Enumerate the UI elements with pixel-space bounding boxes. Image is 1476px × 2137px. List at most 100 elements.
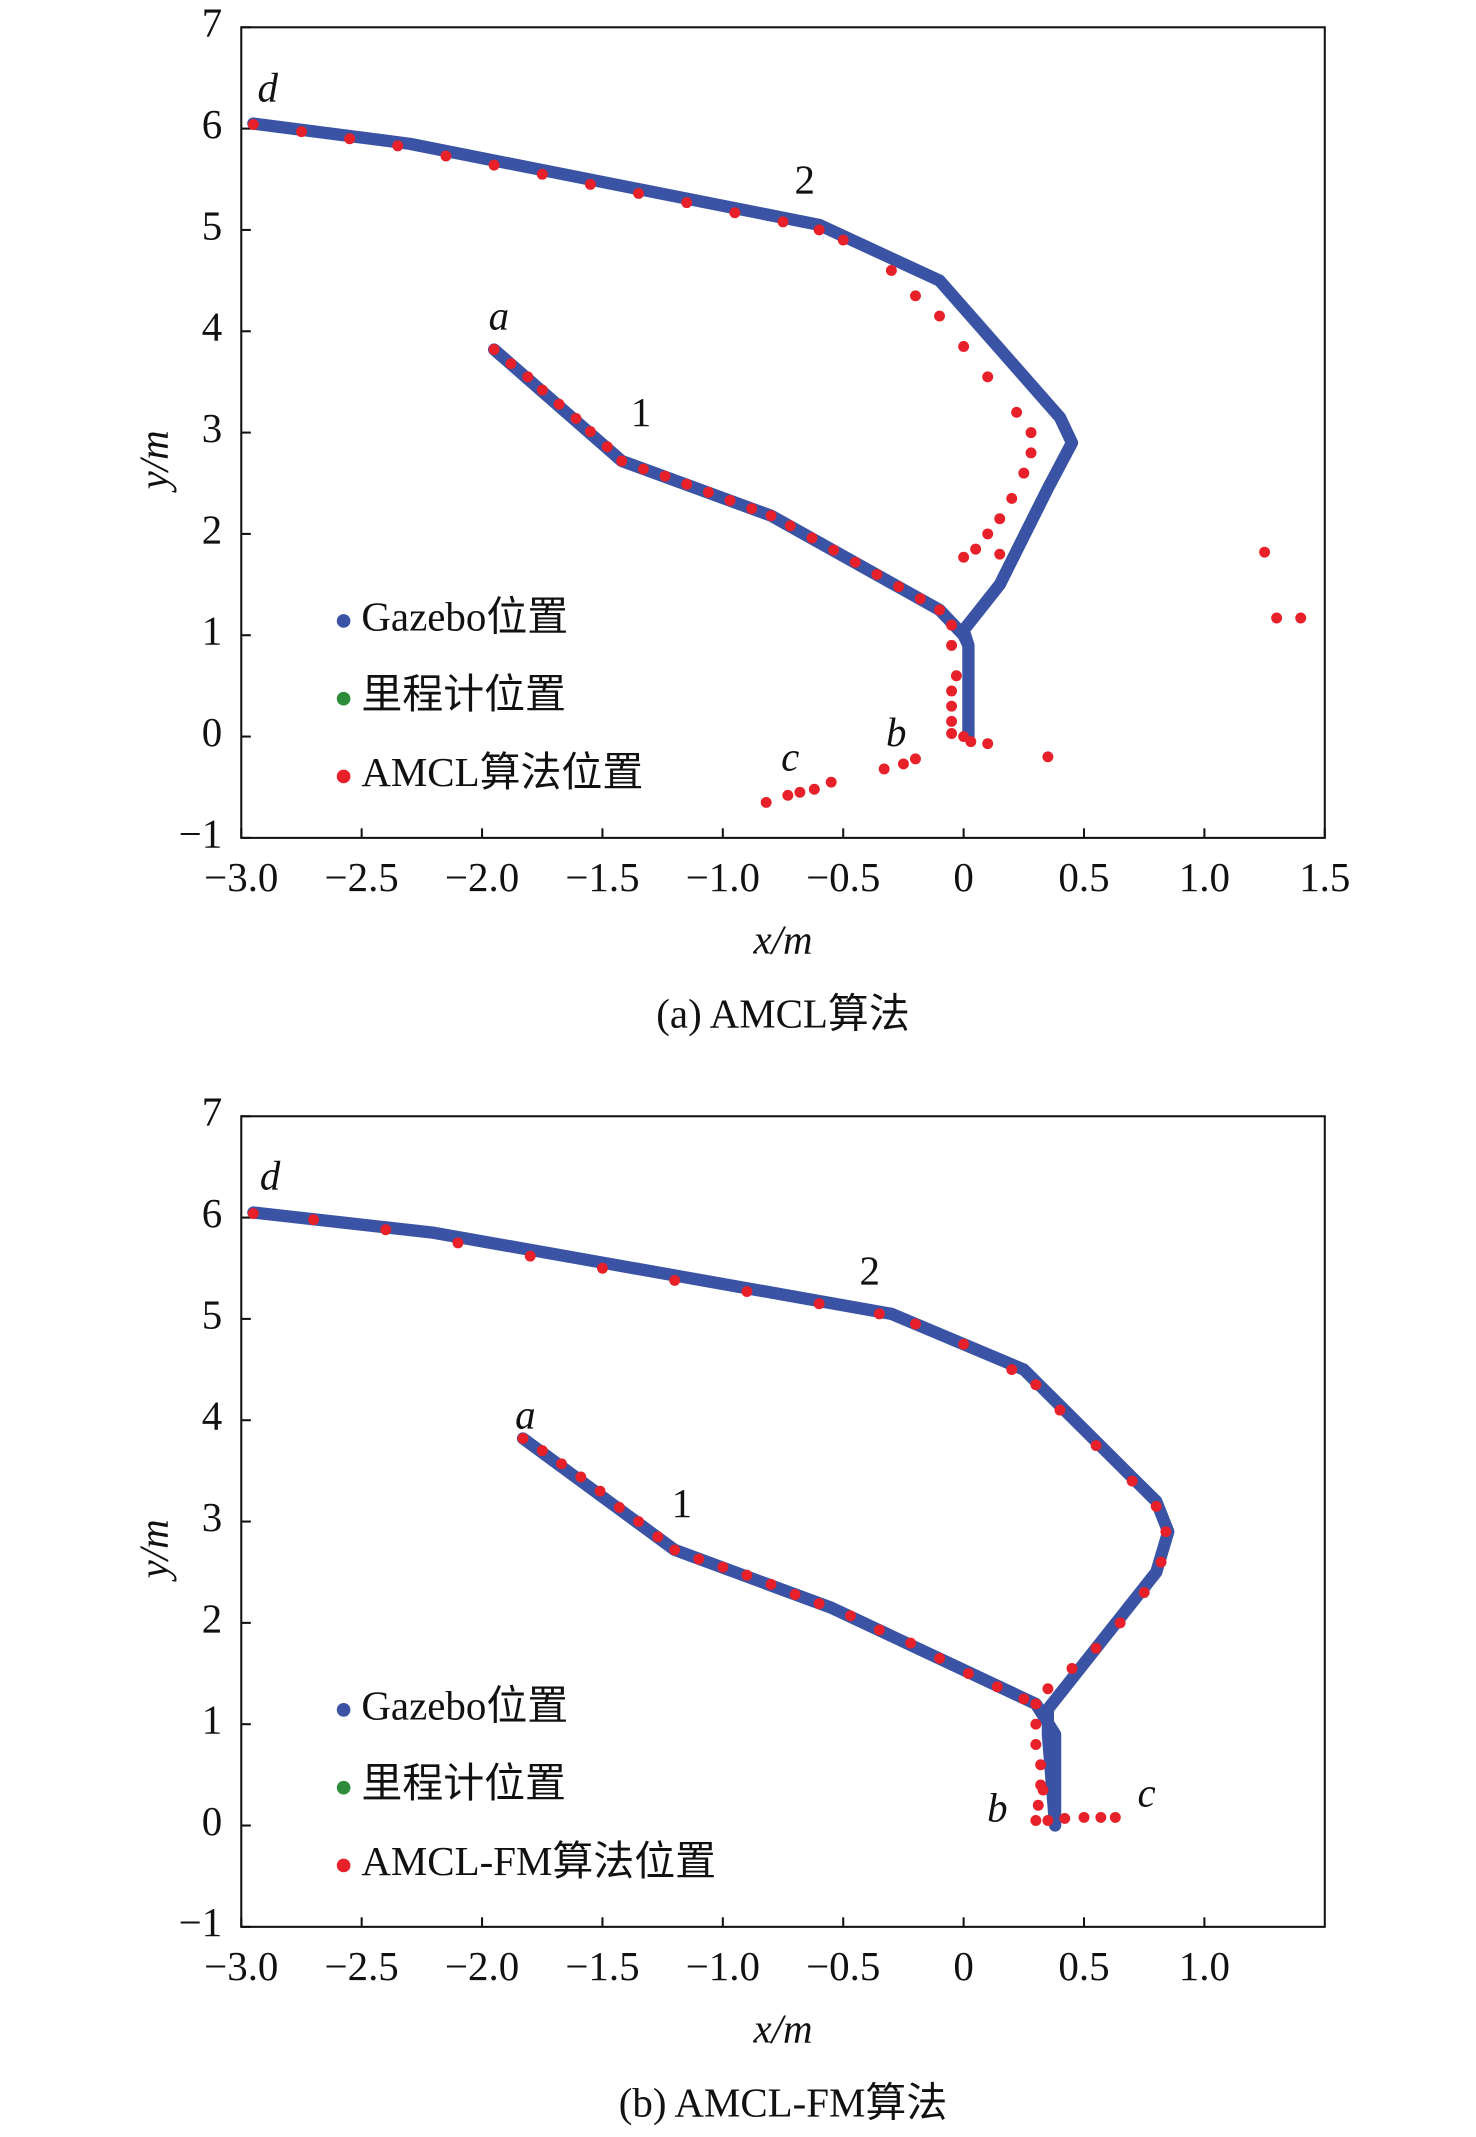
legend-label: AMCL-FM算法位置 [361,1839,716,1884]
position-point [808,783,820,795]
position-point [1030,1698,1042,1710]
position-point [849,556,861,568]
y-axis-label: y/m [131,1519,176,1582]
annotation: c [781,734,799,779]
position-point [1042,1683,1054,1695]
position-point [958,1338,970,1350]
position-point [616,455,628,467]
position-point [522,371,534,383]
x-tick-label: −2.5 [325,1944,399,1989]
y-tick-label: 4 [202,305,222,350]
position-point [1025,447,1037,459]
position-point [1035,1759,1047,1771]
position-point [669,1274,681,1286]
position-point [1042,1815,1054,1826]
y-tick-label: 6 [202,1191,222,1236]
position-point [1059,1812,1071,1824]
position-point [905,1637,917,1649]
position-point [1030,1739,1042,1750]
position-point [693,1553,705,1565]
y-tick-label: 1 [202,609,222,654]
position-point [970,543,982,555]
position-point [746,503,758,515]
position-point [669,1544,681,1556]
position-point [946,728,958,739]
legend-marker [336,769,351,784]
y-tick-label: 4 [202,1394,222,1439]
position-point [934,1652,945,1664]
annotation: 2 [859,1249,879,1294]
position-point [613,1501,625,1513]
position-point [844,1610,856,1622]
position-point [1018,467,1030,479]
position-point [702,486,714,498]
position-point [950,670,962,682]
x-tick-label: −1.0 [686,1944,760,1989]
position-point [837,234,849,246]
x-tick-label: 1.0 [1179,1944,1230,1989]
position-point [1090,1440,1102,1452]
annotation: c [1138,1771,1156,1816]
position-point [991,1681,1003,1693]
position-point [741,1569,753,1581]
position-point [524,1250,536,1262]
position-point [1011,406,1023,418]
position-point [601,441,613,453]
position-point [1025,427,1037,439]
position-point [1037,1784,1049,1796]
subplot: −3.0 −2.5 −2.0 −1.5 −1.0 −0.5 0 0.5 1.0 1.5 −1 0 1 2 3… [131,1,1350,1037]
x-tick-label: −3.0 [204,855,278,900]
annotation: d [260,1153,281,1198]
position-point [813,1298,825,1310]
position-point [1030,1718,1042,1730]
position-point [344,133,356,145]
position-point [380,1224,392,1236]
position-point [1066,1663,1078,1674]
position-point [806,532,818,544]
position-point [873,1624,885,1636]
position-point [794,786,806,798]
x-tick-label: 0.5 [1058,855,1109,900]
position-point [633,1516,645,1528]
position-point [784,520,796,532]
position-point [729,207,741,219]
position-point [1295,612,1307,624]
position-point [296,126,307,138]
position-point [1150,1500,1162,1512]
x-tick-label: −3.0 [204,1944,278,1989]
x-tick-label: 0.5 [1058,1944,1109,1989]
position-point [994,513,1006,525]
position-point [505,358,517,370]
annotation: 1 [672,1481,692,1526]
position-point [946,619,958,631]
position-point [652,1531,664,1543]
position-point [596,1262,608,1274]
x-tick-label: −2.0 [445,855,519,900]
y-tick-label: 1 [202,1698,222,1743]
position-point [681,197,693,209]
position-point [392,140,404,152]
position-point [1030,1815,1042,1826]
position-point [934,604,945,616]
position-point [885,265,897,276]
trajectory-line [247,1206,1175,1832]
x-axis-label: x/m [752,918,812,963]
position-point [958,341,970,352]
x-tick-label: 0 [953,855,973,900]
x-tick-label: 0 [953,1944,973,1989]
position-point [1095,1811,1107,1823]
legend-marker [336,614,351,628]
position-point [782,789,794,801]
position-point [724,495,736,506]
y-tick-label: 0 [202,710,222,755]
position-point [570,412,582,424]
position-point [247,1208,259,1219]
position-point [1006,1364,1018,1376]
position-point [878,763,890,775]
y-tick-label: 3 [202,1495,222,1540]
position-point [1078,1811,1090,1823]
x-tick-label: −0.5 [806,1944,880,1989]
position-point [1126,1475,1138,1487]
position-point [659,470,671,482]
